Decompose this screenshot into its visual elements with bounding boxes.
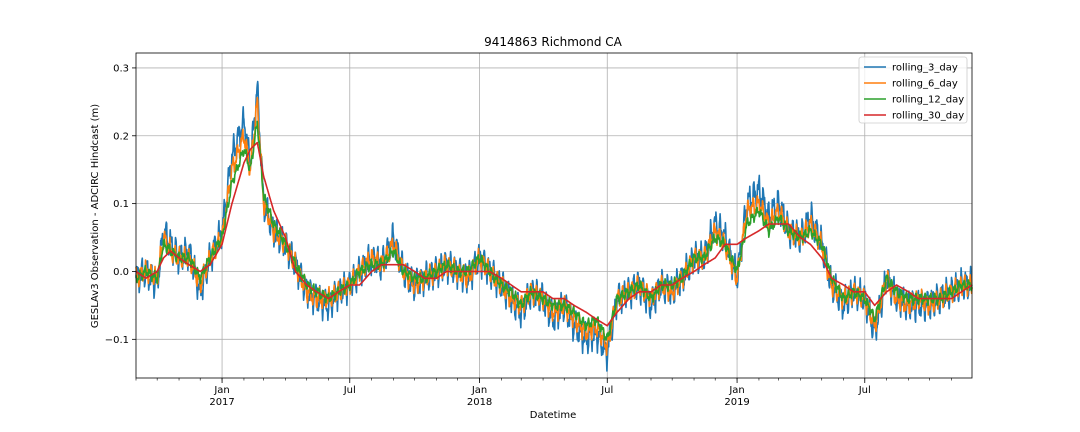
x-axis-label: Datetime [530, 410, 577, 421]
x-tick-label: Jan [728, 385, 744, 396]
x-tick-label: Jan [471, 385, 487, 396]
series-lines [135, 80, 973, 372]
x-tick-label: Jul [343, 385, 356, 396]
grid [136, 53, 972, 378]
legend-label: rolling_3_day [892, 63, 958, 74]
y-tick-label: 0.3 [113, 63, 129, 74]
y-tick-label: 0.0 [113, 267, 129, 278]
plot-frame [135, 52, 973, 379]
x-tick-year-label: 2019 [724, 397, 749, 408]
y-axis-label: GESLAv3 Observation - ADCIRC Hindcast (m… [90, 104, 101, 328]
y-tick-label: −0.1 [105, 335, 129, 346]
series-line-rolling-12-day [135, 120, 973, 341]
legend: rolling_3_day rolling_6_day rolling_12_day… [858, 56, 968, 124]
chart-title: 9414863 Richmond CA [484, 35, 623, 49]
x-tick-label: Jul [858, 385, 871, 396]
series-line-rolling-30-day [135, 141, 973, 327]
legend-label: rolling_30_day [892, 111, 964, 122]
x-tick-year-label: 2017 [209, 397, 234, 408]
legend-label: rolling_6_day [892, 79, 958, 90]
x-tick-label: Jul [600, 385, 613, 396]
x-tick-year-label: 2018 [467, 397, 492, 408]
legend-box [858, 56, 968, 124]
series-line-rolling-6-day [135, 96, 973, 357]
x-tick-label: Jan [213, 385, 229, 396]
y-tick-label: 0.1 [113, 199, 129, 210]
y-tick-label: 0.2 [113, 131, 129, 142]
legend-label: rolling_12_day [892, 95, 964, 106]
